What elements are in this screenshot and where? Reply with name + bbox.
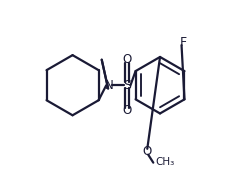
Text: O: O bbox=[143, 145, 152, 158]
Text: S: S bbox=[123, 79, 131, 92]
Text: N: N bbox=[105, 79, 113, 92]
Text: CH₃: CH₃ bbox=[155, 157, 174, 167]
Text: F: F bbox=[180, 36, 187, 49]
Text: O: O bbox=[123, 53, 132, 66]
Text: O: O bbox=[123, 104, 132, 117]
